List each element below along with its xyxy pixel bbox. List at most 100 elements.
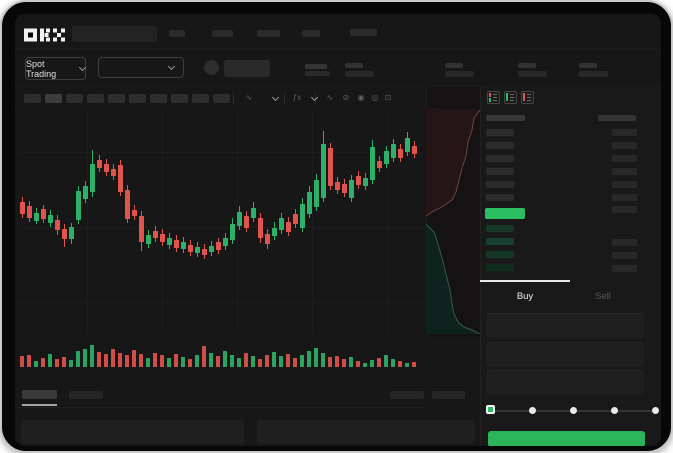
volume-bar	[34, 361, 38, 367]
book-icon-line	[510, 100, 514, 101]
volume-bar	[279, 356, 283, 367]
app-screen: Spot Trading ∿ ƒx ∿ ⊘ ◉ ◎ ⊡	[15, 14, 661, 446]
tab-buy[interactable]: Buy	[516, 291, 534, 302]
candle-body	[209, 246, 214, 252]
candle-body	[202, 249, 207, 255]
candle-body	[237, 212, 242, 226]
market-type-label: Spot Trading	[26, 58, 57, 79]
volume-bar	[139, 354, 143, 367]
order-input-placeholder[interactable]	[486, 313, 644, 338]
volume-bar	[272, 352, 276, 367]
candle-body	[153, 231, 158, 238]
submit-buy-button[interactable]	[488, 431, 645, 446]
book-header-amount	[598, 115, 636, 121]
volume-bar	[349, 357, 353, 367]
ask-price-placeholder[interactable]	[486, 168, 514, 175]
order-input-placeholder[interactable]	[486, 370, 644, 395]
timeframe-button-placeholder[interactable]	[66, 94, 83, 103]
book-bids-icon[interactable]	[504, 91, 517, 104]
chevron-down-icon	[271, 93, 279, 102]
volume-bar	[195, 355, 199, 367]
timeframe-button-placeholder[interactable]	[171, 94, 188, 103]
candle-body	[195, 247, 200, 253]
bid-price-placeholder[interactable]	[486, 238, 514, 245]
orders-tab-placeholder[interactable]	[22, 390, 57, 399]
ask-price-placeholder[interactable]	[486, 129, 514, 136]
volume-bar	[209, 353, 213, 367]
ask-amount-placeholder	[612, 129, 637, 136]
chevron-down-icon[interactable]	[268, 92, 282, 104]
candle-body	[83, 186, 88, 199]
pair-dropdown[interactable]	[98, 57, 184, 78]
wave-icon[interactable]: ∿	[326, 93, 334, 102]
settings-icon[interactable]: ◎	[371, 93, 379, 102]
last-price-badge[interactable]	[485, 208, 525, 219]
slider-stop-dot[interactable]	[570, 407, 577, 414]
okx-logo[interactable]	[24, 28, 66, 42]
timeframe-button-placeholder[interactable]	[87, 94, 104, 103]
candle-body	[258, 218, 263, 238]
fullscreen-icon[interactable]: ⊡	[384, 93, 392, 102]
timeframe-button-placeholder[interactable]	[150, 94, 167, 103]
timeframe-button-placeholder[interactable]	[192, 94, 209, 103]
ask-price-placeholder[interactable]	[486, 194, 514, 201]
indicators-fx-icon[interactable]: ƒx	[292, 93, 302, 102]
ask-amount-placeholder	[612, 194, 637, 201]
slider-stop-dot[interactable]	[611, 407, 618, 414]
timeframe-button-placeholder[interactable]	[129, 94, 146, 103]
candle-body	[146, 235, 151, 244]
orders-action-placeholder[interactable]	[432, 391, 465, 399]
candle-body	[97, 160, 102, 168]
book-icon-line	[510, 97, 514, 98]
ask-price-placeholder[interactable]	[486, 155, 514, 162]
slider-handle[interactable]	[486, 405, 495, 414]
timeframe-button-placeholder[interactable]	[24, 94, 41, 103]
market-type-dropdown[interactable]: Spot Trading	[25, 57, 87, 80]
nav-item-placeholder[interactable]	[350, 29, 377, 36]
candle-body	[300, 204, 305, 228]
volume-bar	[97, 352, 101, 367]
bid-price-placeholder[interactable]	[486, 251, 514, 258]
candle-body	[398, 149, 403, 158]
volume-bar	[167, 358, 171, 367]
divider	[15, 48, 661, 49]
timeframe-button-placeholder[interactable]	[45, 94, 62, 103]
order-input-placeholder[interactable]	[486, 342, 644, 367]
stat-label-placeholder	[579, 63, 597, 68]
bid-price-placeholder[interactable]	[486, 225, 514, 232]
candle-body	[27, 206, 32, 218]
orders-action-placeholder[interactable]	[390, 391, 424, 399]
bid-price-placeholder[interactable]	[486, 264, 514, 271]
nav-item-placeholder[interactable]	[212, 30, 233, 37]
content-layer: Spot Trading ∿ ƒx ∿ ⊘ ◉ ◎ ⊡	[15, 14, 661, 446]
ask-price-placeholder[interactable]	[486, 142, 514, 149]
ask-price-placeholder[interactable]	[486, 181, 514, 188]
slider-stop-dot[interactable]	[652, 407, 659, 414]
line-style-icon[interactable]: ∿	[245, 93, 253, 102]
orders-tab-placeholder[interactable]	[69, 391, 103, 399]
book-icon-bar	[523, 93, 525, 101]
candle-body	[118, 165, 123, 192]
book-both-icon[interactable]	[487, 91, 500, 104]
candle-body	[167, 238, 172, 245]
book-asks-icon[interactable]	[521, 91, 534, 104]
slider-stop-dot[interactable]	[529, 407, 536, 414]
timeframe-button-placeholder[interactable]	[213, 94, 230, 103]
candle-body	[41, 209, 46, 219]
ask-amount-placeholder	[612, 168, 637, 175]
volume-bar	[76, 351, 80, 367]
draw-icon[interactable]: ⊘	[342, 93, 350, 102]
candle-body	[349, 180, 354, 198]
candle-body	[125, 190, 130, 219]
chevron-down-icon[interactable]	[307, 92, 321, 104]
timeframe-button-placeholder[interactable]	[108, 94, 125, 103]
volume-bar	[181, 357, 185, 367]
candle-body	[181, 242, 186, 249]
nav-item-placeholder[interactable]	[169, 30, 185, 37]
search-input[interactable]	[72, 26, 157, 42]
nav-item-placeholder[interactable]	[302, 30, 320, 37]
camera-icon[interactable]: ◉	[357, 93, 365, 102]
tab-sell[interactable]: Sell	[595, 291, 611, 302]
nav-item-placeholder[interactable]	[257, 30, 280, 37]
book-header-price	[486, 115, 525, 121]
